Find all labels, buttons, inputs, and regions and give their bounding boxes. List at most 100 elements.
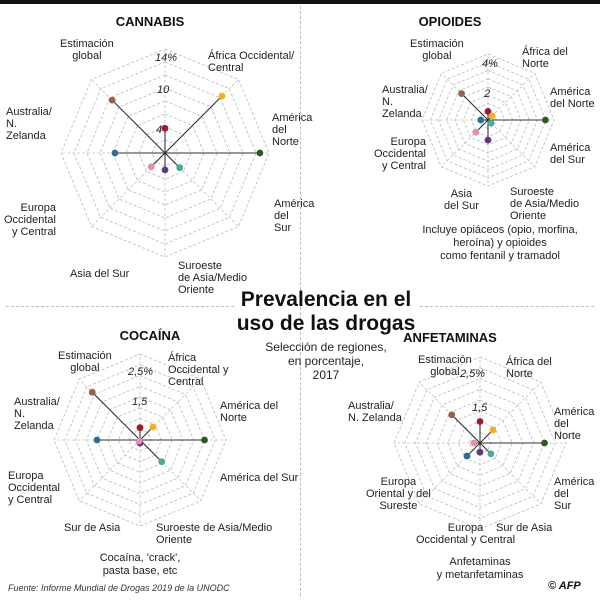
value-dot — [470, 439, 478, 447]
value-dot — [487, 119, 495, 127]
spoke-axis — [479, 442, 542, 505]
afp-logo: © AFP — [548, 580, 581, 592]
anfetaminas-title: ANFETAMINAS — [403, 330, 497, 345]
value-dot — [484, 136, 492, 144]
cocaina-label-sur-asia: Sur de Asia — [64, 522, 121, 534]
value-line — [164, 95, 223, 154]
cocaina-label-america-norte: América del Norte — [220, 400, 279, 424]
cannabis-title: CANNABIS — [115, 14, 185, 29]
opioides-label-europa: Europa Occidental y Central — [374, 136, 426, 172]
grid-ring — [73, 61, 257, 245]
value-dot — [136, 424, 144, 432]
cocaina-label-america-sur: América del Sur — [220, 472, 299, 484]
cannabis-label-australia: Australia/ N. Zelanda — [6, 106, 52, 142]
cannabis-tick-10: 10 — [157, 84, 170, 96]
grid-ring — [393, 356, 567, 530]
anfetaminas-tick-1-5: 1,5 — [472, 402, 488, 414]
value-dot — [541, 439, 548, 447]
anfetaminas-tick-2-5: 2,5% — [460, 368, 486, 380]
value-dot — [88, 388, 96, 396]
cocaina-tick-1-5: 1,5 — [132, 396, 148, 408]
cocaina-panel: COCAÍNA 1,5 2,5% Estimación global Áfric… — [0, 300, 300, 600]
spoke-axis — [418, 442, 481, 505]
cannabis-tick-14: 14% — [155, 52, 178, 64]
anfetaminas-label-estimacion-global: Estimación global — [418, 354, 472, 378]
cannabis-tick-4: 4 — [156, 124, 163, 136]
value-dot — [542, 116, 549, 124]
cocaina-tick-2-5: 2,5% — [128, 366, 154, 378]
opioides-tick-4: 4% — [482, 58, 498, 70]
anfetaminas-label-africa-norte: África del Norte — [506, 356, 552, 380]
value-dot — [477, 116, 485, 124]
value-dot — [201, 436, 208, 444]
cannabis-label-asia-sur: Asia del Sur — [70, 268, 130, 280]
panel-divider-left — [6, 306, 234, 307]
cannabis-radar — [60, 48, 270, 258]
value-dot — [488, 112, 496, 120]
grid-ring — [53, 353, 227, 527]
value-dot — [448, 411, 456, 419]
anfetaminas-label-america-norte: América del Norte — [554, 406, 595, 442]
spoke-axis — [479, 381, 542, 444]
anfetaminas-panel: ANFETAMINAS 1,5 2,5% Estimación global Á… — [300, 300, 600, 600]
spoke-axis — [487, 73, 535, 121]
value-dot — [135, 437, 143, 445]
opioides-note: Incluye opiáceos (opio, morfina, heroína… — [422, 224, 578, 262]
value-dot — [256, 149, 264, 157]
cocaina-label-africa-occidental: África Occidental y Central — [168, 352, 229, 388]
value-line — [91, 391, 141, 441]
value-dot — [476, 448, 484, 456]
anfetaminas-label-australia: Australia/ N. Zelanda — [348, 400, 402, 424]
opioides-label-australia: Australia/ N. Zelanda — [382, 84, 428, 120]
value-dot — [484, 108, 492, 115]
value-dot — [487, 450, 495, 458]
grid-ring — [438, 70, 538, 170]
value-dot — [472, 128, 480, 136]
opioides-label-asia-sur: Asia del Sur — [444, 188, 479, 212]
cannabis-label-estimacion-global: Estimación global — [60, 38, 114, 62]
cocaina-radar — [53, 353, 227, 527]
cannabis-label-europa: Europa Occidental y Central — [4, 202, 56, 238]
opioides-title: OPIOIDES — [418, 14, 482, 29]
anfetaminas-note: Anfetaminas y metanfetaminas — [436, 556, 524, 581]
grid-ring — [447, 410, 513, 476]
value-dot — [489, 426, 497, 434]
value-dot — [176, 164, 184, 172]
grid-ring — [107, 407, 173, 473]
opioides-label-suroeste-asia: Suroeste de Asia/Medio Oriente — [510, 186, 580, 222]
grid-ring — [415, 378, 545, 508]
grid-ring — [112, 100, 218, 206]
opioides-panel: OPIOIDES 2 4% Estimación global África d… — [300, 0, 600, 300]
value-dot — [111, 149, 119, 157]
value-dot — [147, 163, 155, 171]
value-dot — [463, 452, 471, 460]
opioides-tick-2: 2 — [484, 88, 491, 100]
anfetaminas-radar — [393, 356, 567, 530]
anfetaminas-label-europa-oriental: Europa Oriental y del Sureste — [366, 476, 431, 512]
spoke-axis — [487, 119, 535, 167]
grid-ring — [75, 375, 205, 505]
opioides-label-africa-norte: África del Norte — [522, 46, 568, 70]
spoke-axis — [139, 439, 202, 502]
grid-ring — [462, 94, 514, 146]
panel-divider-vertical — [300, 6, 301, 596]
grid-ring — [138, 126, 192, 180]
cannabis-label-suroeste-asia: Suroeste de Asia/Medio Oriente — [178, 260, 248, 296]
value-dot — [93, 436, 101, 444]
anfetaminas-label-europa-occidental: Europa Occidental y Central — [416, 522, 516, 546]
cocaina-note: Cocaína, 'crack', pasta base, etc — [99, 552, 181, 577]
cannabis-label-africa-occidental: África Occidental/ Central — [208, 50, 295, 74]
value-dot — [158, 458, 166, 466]
value-line — [139, 439, 163, 463]
cocaina-label-suroeste-asia: Suroeste de Asia/Medio Oriente — [156, 522, 273, 546]
value-dot — [218, 92, 226, 100]
value-dot — [161, 166, 169, 174]
anfetaminas-label-sur-asia: Sur de Asia — [496, 522, 553, 534]
value-dot — [161, 124, 169, 132]
grid-ring — [60, 48, 270, 258]
top-rule — [0, 0, 600, 4]
value-dot — [108, 96, 116, 104]
value-line — [111, 99, 166, 154]
cocaina-title: COCAÍNA — [119, 328, 181, 343]
value-dot — [149, 423, 157, 431]
